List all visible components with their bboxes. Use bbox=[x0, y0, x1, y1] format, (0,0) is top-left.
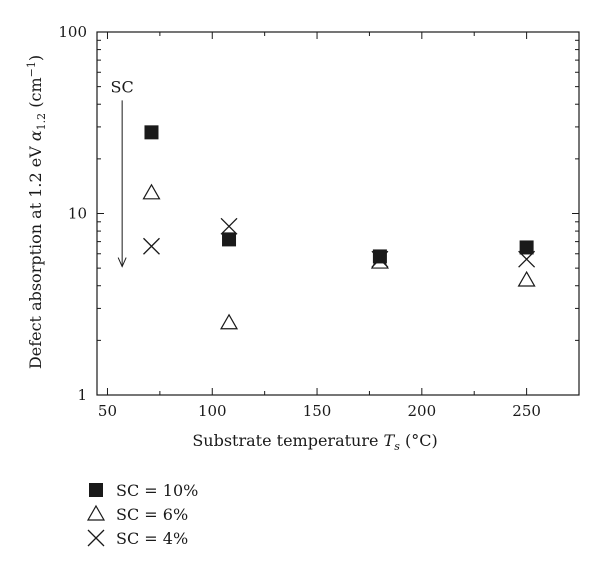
tick-labels: 50 100 150 200 250 1 10 100 bbox=[58, 23, 541, 420]
axis-ticks bbox=[97, 31, 579, 396]
data-point-filled-square bbox=[372, 249, 387, 264]
legend-label: SC = 10% bbox=[116, 480, 199, 500]
data-point-open-triangle bbox=[219, 313, 239, 330]
sc-annotation: SC bbox=[111, 77, 134, 268]
data-point-filled-square bbox=[519, 240, 534, 255]
x-tick-label: 200 bbox=[408, 402, 437, 420]
legend-marker-open-triangle bbox=[86, 504, 106, 521]
sc-arrow-head bbox=[117, 257, 127, 268]
y-axis-label: Defect absorption at 1.2 eV α1.2 (cm−1) bbox=[25, 55, 48, 369]
legend-item: SC = 4% bbox=[86, 526, 198, 550]
legend: SC = 10% SC = 6% SC = 4% bbox=[86, 478, 198, 550]
data-point-open-triangle bbox=[370, 252, 389, 269]
data-point-cross bbox=[518, 250, 536, 268]
data-point-open-triangle bbox=[517, 270, 536, 287]
data-point-cross bbox=[143, 237, 160, 255]
y-tick-label: 10 bbox=[68, 205, 87, 223]
data-markers bbox=[142, 125, 536, 330]
data-point-cross bbox=[371, 250, 389, 268]
x-tick-label: 150 bbox=[303, 402, 332, 420]
plot-frame bbox=[96, 31, 580, 396]
data-point-filled-square bbox=[222, 232, 237, 247]
legend-item: SC = 6% bbox=[86, 502, 198, 526]
scatter-chart: 50 100 150 200 250 1 10 100 SC Substrate temper… bbox=[25, 23, 580, 453]
y-tick-label: 1 bbox=[77, 386, 87, 404]
x-tick-label: 100 bbox=[198, 402, 227, 420]
x-tick-label: 50 bbox=[98, 402, 117, 420]
data-point-filled-square bbox=[144, 125, 159, 140]
legend-label: SC = 6% bbox=[116, 504, 189, 524]
legend-marker-cross bbox=[87, 529, 105, 547]
x-axis-label: Substrate temperature Ts (°C) bbox=[192, 431, 437, 453]
data-point-open-triangle bbox=[142, 183, 161, 200]
legend-label: SC = 4% bbox=[116, 528, 189, 548]
legend-item: SC = 10% bbox=[86, 478, 198, 502]
x-tick-label: 250 bbox=[512, 402, 541, 420]
data-point-cross bbox=[220, 217, 238, 235]
sc-annotation-label: SC bbox=[111, 77, 134, 96]
legend-marker-filled-square bbox=[89, 483, 103, 497]
y-tick-label: 100 bbox=[58, 23, 87, 41]
